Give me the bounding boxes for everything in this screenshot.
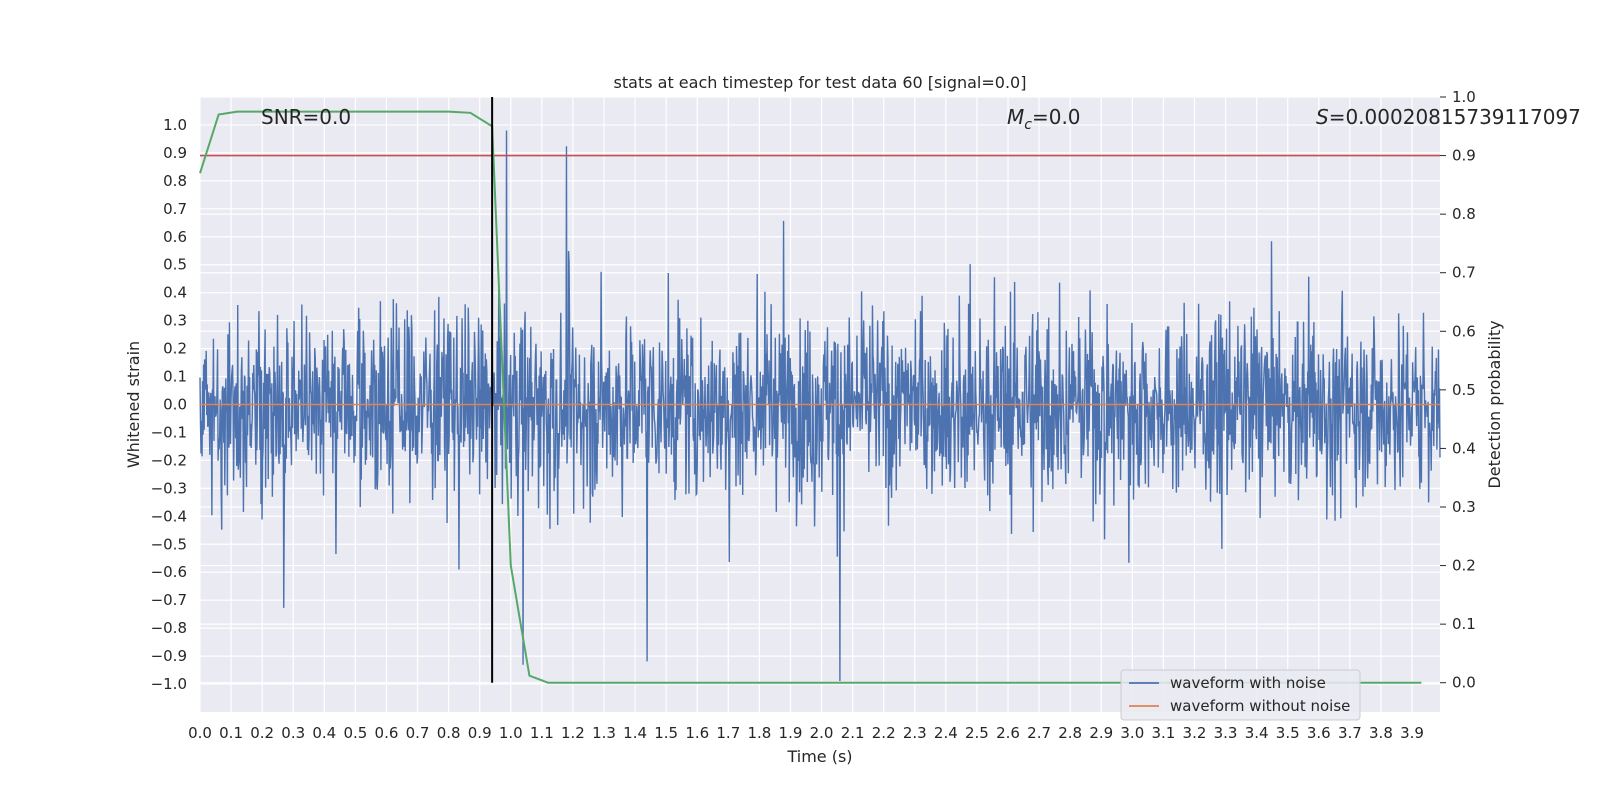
y2-tick-label: 0.8 — [1452, 205, 1476, 223]
x-tick-label: 2.1 — [841, 724, 865, 742]
x-tick-labels: 0.0 0.1 0.2 0.3 0.4 0.5 0.6 0.7 0.8 0.9 1.0 1.1 1.2 1… — [188, 724, 1424, 742]
x-tick-label: 0.5 — [343, 724, 367, 742]
y-tick-label: 0.1 — [163, 368, 187, 386]
y-tick-label: 0.9 — [163, 144, 187, 162]
y-tick-label: 0.7 — [163, 200, 187, 218]
x-tick-label: 3.9 — [1400, 724, 1424, 742]
x-tick-label: 1.4 — [623, 724, 647, 742]
x-tick-label: 1.5 — [654, 724, 678, 742]
y-tick-label: −0.1 — [151, 423, 187, 441]
x-tick-label: 1.1 — [530, 724, 554, 742]
x-tick-label: 1.3 — [592, 724, 616, 742]
y-tick-label: −1.0 — [151, 675, 187, 693]
s-value: =0.00020815739117097 — [1329, 105, 1581, 129]
s-symbol: S — [1316, 105, 1329, 129]
detection-probability-line — [199, 110, 1422, 684]
mc-annotation: Mc=0.0 — [1007, 105, 1081, 133]
x-tick-label: 2.2 — [872, 724, 896, 742]
chart-title: stats at each timestep for test data 60 … — [614, 73, 1027, 92]
y2-tick-label: 0.2 — [1452, 557, 1476, 575]
x-tick-label: 0.1 — [219, 724, 243, 742]
x-axis-label: Time (s) — [786, 747, 852, 766]
x-tick-label: 2.7 — [1027, 724, 1051, 742]
y-tick-label: −0.2 — [151, 451, 187, 469]
x-tick-label: 0.6 — [375, 724, 399, 742]
y-tick-label: 0.4 — [163, 284, 187, 302]
mc-value: =0.0 — [1032, 105, 1081, 129]
x-tick-label: 2.3 — [903, 724, 927, 742]
x-tick-label: 2.0 — [810, 724, 834, 742]
y2-tick-label: 0.9 — [1452, 147, 1476, 165]
x-tick-label: 1.7 — [716, 724, 740, 742]
x-tick-label: 3.1 — [1151, 724, 1175, 742]
x-tick-label: 1.9 — [779, 724, 803, 742]
y-tick-label: 1.0 — [163, 116, 187, 134]
y2-tick-label: 0.6 — [1452, 322, 1476, 340]
x-tick-label: 3.6 — [1307, 724, 1331, 742]
x-tick-label: 1.0 — [499, 724, 523, 742]
x-tick-label: 0.7 — [406, 724, 430, 742]
y-tick-label: −0.9 — [151, 647, 187, 665]
legend-entry: waveform with noise — [1170, 674, 1326, 692]
y2-tick-label: 0.5 — [1452, 381, 1476, 399]
y2-axis-label: Detection probability — [1485, 320, 1504, 488]
legend-box — [1120, 669, 1361, 721]
y-tick-label: −0.6 — [151, 563, 187, 581]
x-tick-label: 3.4 — [1245, 724, 1269, 742]
y2-tick-labels: 0.0 0.1 0.2 0.3 0.4 0.5 0.6 0.7 0.8 0.9 1.0 — [1440, 88, 1476, 692]
x-tick-label: 2.5 — [965, 724, 989, 742]
x-tick-label: 3.8 — [1369, 724, 1393, 742]
x-tick-label: 2.6 — [996, 724, 1020, 742]
y-tick-label: 0.3 — [163, 312, 187, 330]
y-tick-label: 0.6 — [163, 228, 187, 246]
x-tick-label: 2.8 — [1058, 724, 1082, 742]
x-tick-label: 1.6 — [685, 724, 709, 742]
x-tick-label: 3.3 — [1214, 724, 1238, 742]
x-tick-label: 2.9 — [1089, 724, 1113, 742]
x-tick-label: 1.2 — [561, 724, 585, 742]
snr-annotation: SNR=0.0 — [261, 105, 351, 129]
mc-subscript: c — [1024, 117, 1032, 133]
y-axis-label: Whitened strain — [124, 341, 143, 468]
y-tick-label: −0.8 — [151, 619, 187, 637]
y-tick-label: 0.2 — [163, 340, 187, 358]
y2-tick-label: 0.1 — [1452, 615, 1476, 633]
y-tick-label: −0.3 — [151, 479, 187, 497]
y-tick-label: −0.5 — [151, 535, 187, 553]
x-tick-label: 3.5 — [1276, 724, 1300, 742]
x-tick-label: 1.8 — [747, 724, 771, 742]
y2-tick-label: 0.7 — [1452, 264, 1476, 282]
x-tick-label: 0.2 — [250, 724, 274, 742]
y2-tick-label: 0.0 — [1452, 674, 1476, 692]
x-tick-label: 0.8 — [437, 724, 461, 742]
y-tick-label: 0.8 — [163, 172, 187, 190]
x-tick-label: 3.0 — [1120, 724, 1144, 742]
y2-tick-label: 1.0 — [1452, 88, 1476, 106]
s-annotation: S=0.00020815739117097 — [1316, 105, 1581, 129]
y-gridlines — [200, 124, 1440, 685]
y-tick-label: −0.4 — [151, 507, 187, 525]
x-tick-label: 0.0 — [188, 724, 212, 742]
y-tick-label: 0.0 — [163, 396, 187, 414]
series-waveform-with-noise — [199, 130, 1441, 682]
x-tick-label: 0.3 — [281, 724, 305, 742]
x-tick-label: 0.4 — [312, 724, 336, 742]
y-tick-labels: 1.0 0.9 0.8 0.7 0.6 0.5 0.4 0.3 0.2 0.1 0.0 −0.1 −0.… — [151, 116, 187, 693]
x-tick-label: 0.9 — [468, 724, 492, 742]
y-tick-label: −0.7 — [151, 591, 187, 609]
x-tick-label: 2.4 — [934, 724, 958, 742]
y-tick-label: 0.5 — [163, 256, 187, 274]
x-tick-label: 3.2 — [1183, 724, 1207, 742]
x-tick-label: 3.7 — [1338, 724, 1362, 742]
mc-symbol: M — [1007, 105, 1024, 129]
y2-tick-label: 0.3 — [1452, 498, 1476, 516]
y2-tick-label: 0.4 — [1452, 439, 1476, 457]
legend: waveform with noise waveform without nois… — [1120, 669, 1361, 721]
legend-entry: waveform without noise — [1170, 697, 1350, 715]
